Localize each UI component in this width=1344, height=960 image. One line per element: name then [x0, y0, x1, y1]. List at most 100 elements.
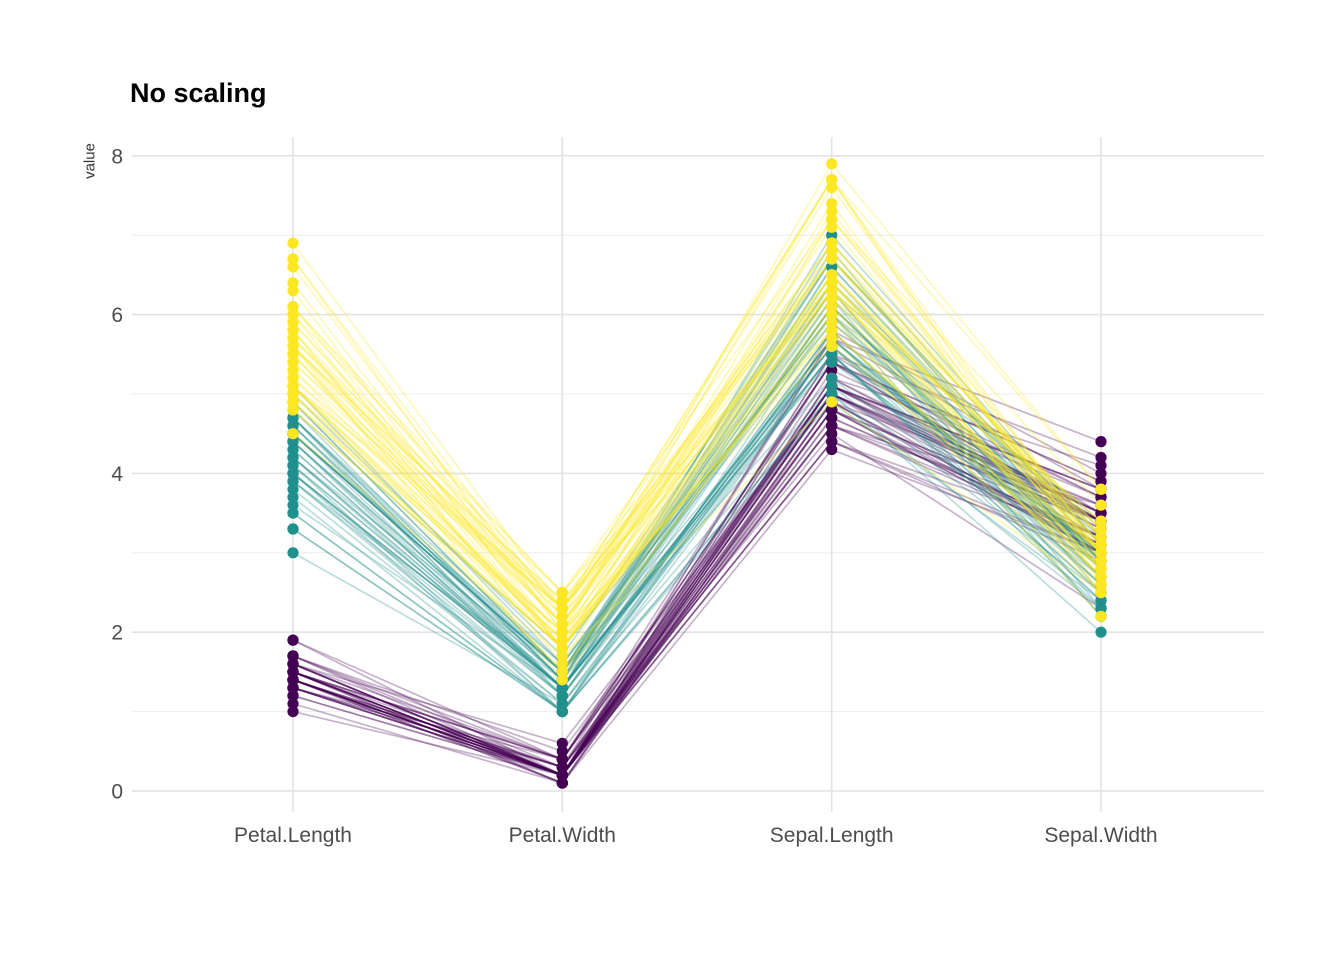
observation-line: [292, 281, 1102, 626]
observation-line: [292, 273, 1102, 618]
data-point: [826, 380, 838, 392]
data-point: [826, 205, 838, 217]
data-point: [556, 642, 568, 654]
observation-line: [292, 361, 1102, 761]
data-point: [1095, 467, 1107, 479]
data-point: [826, 285, 838, 297]
data-point: [556, 602, 568, 614]
observation-line: [292, 329, 1102, 642]
x-axis-label: Petal.Width: [509, 824, 616, 847]
data-point: [287, 475, 299, 487]
data-point: [1095, 571, 1107, 583]
observation-line: [292, 384, 1102, 705]
data-point: [826, 301, 838, 313]
data-point: [556, 594, 568, 607]
observation-line: [292, 241, 1102, 626]
observation-line: [292, 384, 1102, 777]
observation-line: [292, 337, 1102, 634]
data-point: [1095, 436, 1107, 448]
observation-line: [292, 400, 1102, 777]
data-point: [556, 698, 568, 710]
observation-line: [292, 408, 1102, 777]
data-point: [287, 412, 299, 424]
data-point: [826, 420, 838, 432]
data-point: [826, 261, 838, 273]
observation-line: [292, 361, 1102, 777]
data-point: [1095, 515, 1107, 527]
observation-line: [292, 305, 1102, 682]
data-point: [287, 364, 299, 376]
data-point: [287, 436, 299, 448]
observation-line: [292, 305, 1102, 690]
data-point: [287, 547, 299, 559]
observation-line: [292, 313, 1102, 674]
data-point: [287, 348, 299, 360]
data-point: [287, 650, 299, 662]
observation-line: [292, 257, 1102, 658]
observation-line: [292, 257, 1102, 674]
data-point: [1095, 610, 1107, 622]
observation-line: [292, 345, 1102, 705]
data-point: [1095, 586, 1107, 599]
observation-line: [292, 233, 1102, 682]
data-point: [1095, 451, 1107, 464]
x-axis-label: Sepal.Width: [1044, 824, 1157, 847]
observation-line: [292, 361, 1102, 761]
data-point: [287, 666, 299, 678]
data-point: [1095, 602, 1107, 614]
data-point: [826, 293, 838, 305]
observation-line: [292, 265, 1102, 690]
observation-line: [292, 337, 1102, 697]
data-point: [287, 309, 299, 321]
observation-line: [292, 440, 1102, 777]
observation-line: [292, 384, 1102, 753]
observation-line: [292, 337, 1102, 761]
observation-line: [292, 273, 1102, 674]
data-point: [287, 261, 299, 273]
data-point: [287, 459, 299, 472]
observation-line: [292, 424, 1102, 769]
observation-line: [292, 321, 1102, 650]
observation-line: [292, 361, 1102, 777]
observation-line: [292, 273, 1102, 650]
observation-line: [292, 329, 1102, 777]
data-point: [287, 380, 299, 392]
observation-line: [292, 313, 1102, 674]
observation-line: [292, 377, 1102, 777]
x-axis-label: Petal.Length: [234, 824, 352, 847]
observation-line: [292, 408, 1102, 777]
data-point: [826, 443, 838, 456]
observation-line: [292, 384, 1102, 777]
data-point: [556, 745, 568, 757]
observation-line: [292, 281, 1102, 642]
observation-line: [292, 329, 1102, 713]
observation-line: [292, 297, 1102, 674]
observation-line: [292, 305, 1102, 682]
data-point: [556, 666, 568, 678]
observation-line: [292, 353, 1102, 705]
observation-line: [292, 353, 1102, 777]
observation-line: [292, 392, 1102, 713]
data-point: [556, 690, 568, 702]
observation-line: [292, 313, 1102, 666]
data-point: [287, 674, 299, 686]
y-tick-label: 8: [111, 145, 123, 168]
observation-line: [292, 241, 1102, 610]
data-point: [556, 618, 568, 630]
observation-line: [292, 289, 1102, 650]
data-point: [826, 277, 838, 289]
data-point: [556, 706, 568, 718]
data-point: [287, 356, 299, 368]
data-point: [287, 428, 299, 440]
data-point: [826, 316, 838, 329]
observation-line: [292, 273, 1102, 634]
observation-line: [292, 329, 1102, 602]
observation-line: [292, 353, 1102, 713]
observation-line: [292, 178, 1102, 618]
observation-line: [292, 384, 1102, 769]
observation-line: [292, 408, 1102, 769]
data-point: [287, 404, 299, 416]
data-point: [1095, 539, 1107, 551]
observation-line: [292, 297, 1102, 650]
